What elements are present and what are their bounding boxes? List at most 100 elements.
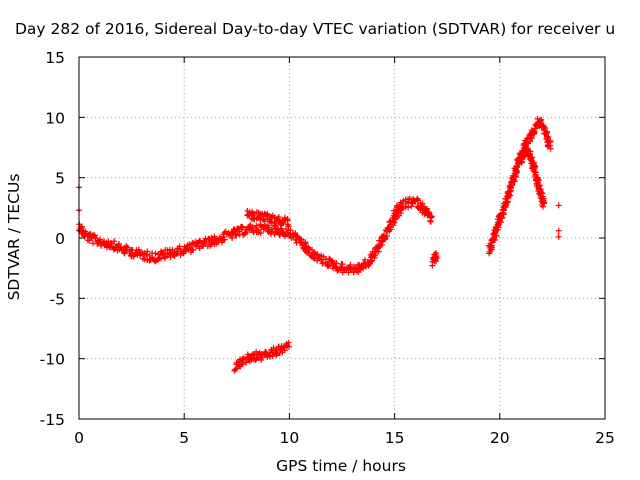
data-point <box>258 357 265 364</box>
x-axis-label: GPS time / hours <box>276 457 406 475</box>
data-point <box>518 159 525 166</box>
y-tick-label: -5 <box>50 290 65 308</box>
data-point <box>529 135 536 142</box>
data-point <box>232 232 239 239</box>
y-tick-label: -10 <box>40 351 65 369</box>
data-point <box>233 232 240 239</box>
data-point <box>220 237 227 244</box>
data-point <box>419 200 426 207</box>
data-point <box>257 230 264 237</box>
data-point <box>284 215 291 222</box>
data-point <box>280 220 287 227</box>
x-tick-label: 25 <box>595 429 615 447</box>
data-point <box>488 242 495 249</box>
y-tick-label: 5 <box>55 170 65 188</box>
data-point <box>502 204 509 211</box>
data-point <box>285 223 292 230</box>
data-point <box>378 241 385 248</box>
data-points <box>76 115 562 374</box>
data-point <box>539 190 546 197</box>
data-point <box>297 236 304 243</box>
data-point <box>423 205 430 212</box>
data-point <box>287 227 294 234</box>
y-axis-label: SDTVAR / TECUs <box>5 174 23 301</box>
data-point <box>265 224 272 231</box>
data-point <box>540 200 547 207</box>
data-point <box>285 343 292 350</box>
data-point <box>528 155 535 162</box>
data-series <box>76 221 313 265</box>
chart-title: Day 282 of 2016, Sidereal Day-to-day VTE… <box>15 20 615 38</box>
y-axis: -15 -10 -5 0 5 10 15 <box>40 49 605 429</box>
data-series <box>485 115 554 257</box>
data-point <box>135 246 142 253</box>
y-tick-label: 10 <box>45 109 65 127</box>
grid <box>79 57 605 419</box>
x-tick-label: 20 <box>490 429 510 447</box>
data-point <box>555 227 562 234</box>
data-series <box>517 143 548 210</box>
x-tick-label: 0 <box>74 429 84 447</box>
data-point <box>205 236 212 243</box>
data-point <box>302 240 309 247</box>
data-point <box>505 193 512 200</box>
x-tick-label: 15 <box>385 429 405 447</box>
data-point <box>392 215 399 222</box>
x-tick-label: 5 <box>179 429 189 447</box>
data-point <box>233 365 240 372</box>
data-point <box>275 214 282 221</box>
data-point <box>239 224 246 231</box>
data-point <box>372 250 379 257</box>
data-point <box>143 251 150 258</box>
data-point <box>497 219 504 226</box>
data-point <box>433 253 440 260</box>
data-point <box>547 145 554 152</box>
data-point <box>121 250 128 257</box>
data-point <box>416 205 423 212</box>
data-series <box>306 203 404 276</box>
data-point <box>540 125 547 132</box>
data-point <box>111 238 118 245</box>
data-point <box>190 247 197 254</box>
x-axis: 0 5 10 15 20 25 <box>74 57 615 447</box>
y-tick-label: 15 <box>45 49 65 67</box>
data-point <box>427 213 434 220</box>
data-series <box>76 184 562 240</box>
data-point <box>249 223 256 230</box>
data-series <box>429 249 440 269</box>
data-point <box>368 258 375 265</box>
data-point <box>539 203 546 210</box>
data-series <box>244 207 292 230</box>
data-point <box>250 210 257 217</box>
data-point <box>269 226 276 233</box>
data-point <box>535 176 542 183</box>
data-series <box>231 339 292 374</box>
x-tick-label: 10 <box>280 429 300 447</box>
data-point <box>78 224 85 231</box>
data-point <box>391 219 398 226</box>
data-point <box>267 218 274 225</box>
data-point <box>532 169 539 176</box>
y-tick-label: -15 <box>40 411 65 429</box>
data-point <box>347 261 354 268</box>
data-point <box>211 233 218 240</box>
data-point <box>306 246 313 253</box>
data-point <box>547 138 554 145</box>
data-point <box>107 239 114 246</box>
data-point <box>339 261 346 268</box>
data-point <box>182 247 189 254</box>
y-tick-label: 0 <box>55 230 65 248</box>
data-point <box>402 203 409 210</box>
data-point <box>281 347 288 354</box>
data-point <box>207 242 214 249</box>
data-point <box>493 232 500 239</box>
plot-frame <box>78 56 606 420</box>
data-point <box>530 129 537 136</box>
data-point <box>544 129 551 136</box>
data-point <box>221 236 228 243</box>
data-point <box>229 234 236 241</box>
data-point <box>310 249 317 256</box>
data-point <box>538 189 545 196</box>
data-point <box>555 202 562 209</box>
